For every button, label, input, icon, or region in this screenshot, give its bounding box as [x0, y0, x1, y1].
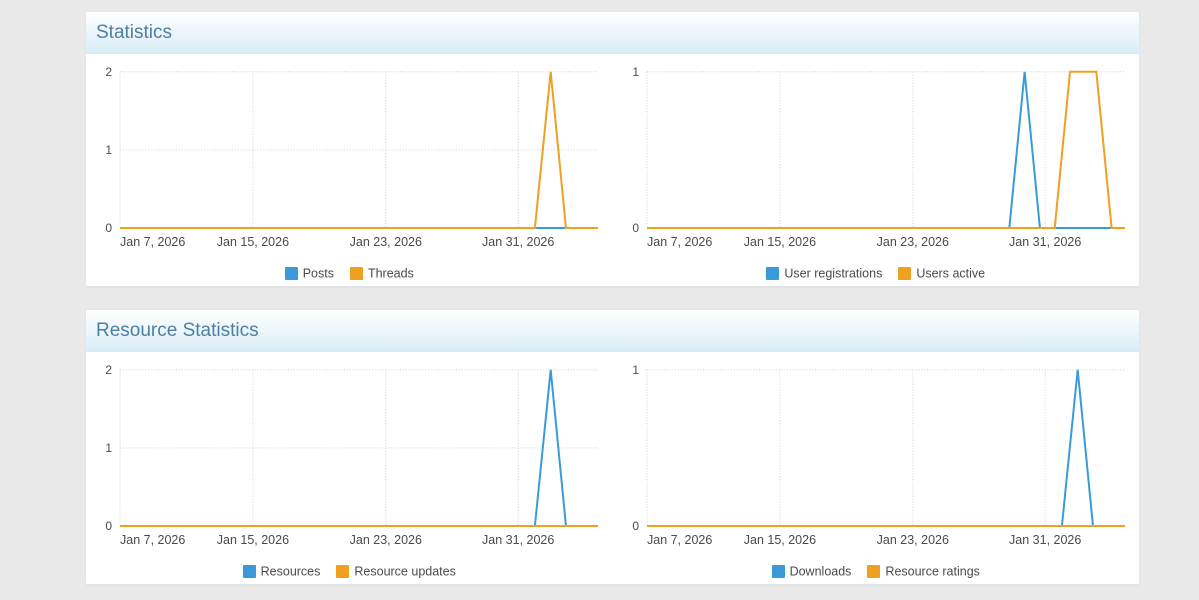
- svg-text:Jan 7, 2026: Jan 7, 2026: [647, 533, 712, 547]
- svg-text:Jan 15, 2026: Jan 15, 2026: [743, 235, 815, 249]
- svg-text:0: 0: [105, 221, 112, 235]
- svg-text:Jan 23, 2026: Jan 23, 2026: [350, 533, 422, 547]
- svg-text:Jan 15, 2026: Jan 15, 2026: [217, 235, 289, 249]
- svg-text:Jan 15, 2026: Jan 15, 2026: [743, 533, 815, 547]
- svg-text:0: 0: [632, 221, 639, 235]
- svg-text:1: 1: [105, 441, 112, 455]
- svg-text:Jan 23, 2026: Jan 23, 2026: [350, 235, 422, 249]
- svg-text:Jan 7, 2026: Jan 7, 2026: [120, 533, 185, 547]
- svg-text:Jan 31, 2026: Jan 31, 2026: [1009, 235, 1081, 249]
- svg-text:Jan 31, 2026: Jan 31, 2026: [482, 533, 554, 547]
- svg-text:1: 1: [632, 363, 639, 377]
- svg-text:2: 2: [105, 65, 112, 79]
- svg-text:Jan 31, 2026: Jan 31, 2026: [1009, 533, 1081, 547]
- svg-text:Jan 7, 2026: Jan 7, 2026: [120, 235, 185, 249]
- svg-text:1: 1: [632, 65, 639, 79]
- svg-text:1: 1: [105, 143, 112, 157]
- svg-text:0: 0: [105, 519, 112, 533]
- svg-text:2: 2: [105, 363, 112, 377]
- svg-text:Jan 23, 2026: Jan 23, 2026: [876, 533, 948, 547]
- svg-text:Jan 23, 2026: Jan 23, 2026: [876, 235, 948, 249]
- svg-text:0: 0: [632, 519, 639, 533]
- svg-text:Jan 7, 2026: Jan 7, 2026: [647, 235, 712, 249]
- svg-text:Jan 15, 2026: Jan 15, 2026: [217, 533, 289, 547]
- svg-text:Jan 31, 2026: Jan 31, 2026: [482, 235, 554, 249]
